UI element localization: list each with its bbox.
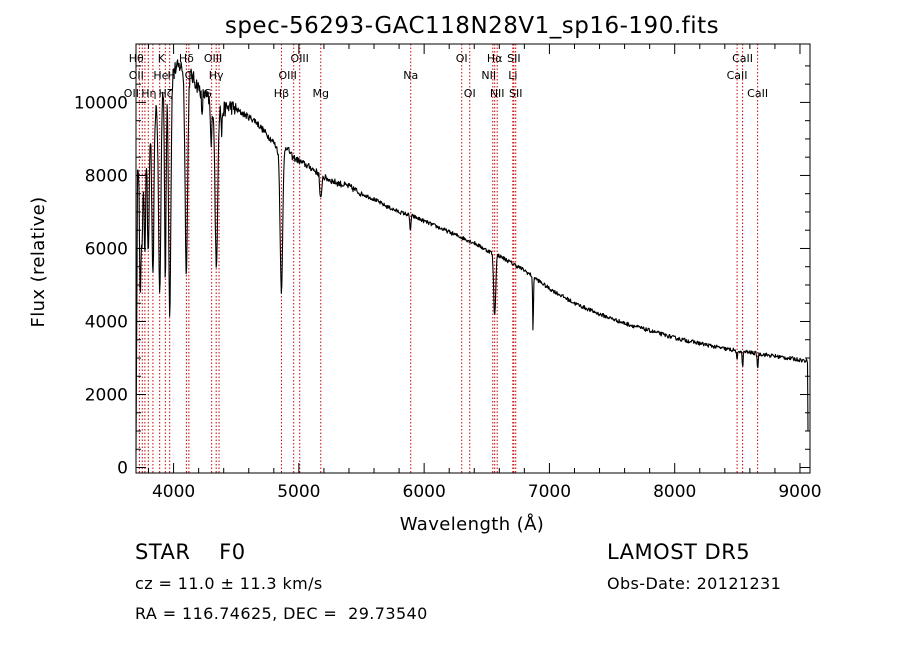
line-marker-label-15: OIII	[291, 52, 309, 65]
line-marker-label-2: Hη	[141, 87, 156, 100]
x-tick-label: 9000	[778, 482, 821, 502]
x-axis-label: Wavelength (Å)	[400, 513, 544, 535]
line-marker-label-17: Na	[403, 69, 418, 82]
x-tick-label: 8000	[653, 482, 696, 502]
line-marker-label-22: NII	[490, 87, 505, 100]
x-tick-label: 4000	[152, 482, 195, 502]
line-marker-label-7: H	[168, 69, 176, 82]
line-marker-label-28: CaII	[747, 87, 768, 100]
coordinates-label: RA = 116.74625, DEC = 29.73540	[135, 604, 428, 623]
line-marker-label-24: SII	[507, 52, 520, 65]
y-tick-label: 2000	[85, 386, 128, 406]
line-marker-label-27: CaII	[732, 52, 753, 65]
y-tick-label: 4000	[85, 312, 128, 332]
y-tick-label: 0	[117, 459, 128, 479]
line-marker-label-5: Hζ	[159, 87, 173, 100]
line-marker-label-23: Li	[508, 69, 517, 82]
line-marker-label-21: Hα	[487, 52, 503, 65]
line-marker-label-16: Mg	[313, 87, 329, 100]
line-marker-label-4: He	[153, 69, 168, 82]
line-marker-label-0: OII	[124, 87, 139, 100]
line-marker-label-12: OIII	[204, 52, 222, 65]
line-marker-label-13: Hβ	[274, 87, 289, 100]
survey-label: LAMOST DR5	[607, 540, 751, 564]
chart-title: spec-56293-GAC118N28V1_sp16-190.fits	[225, 13, 719, 39]
line-marker-label-25: SII	[509, 87, 522, 100]
line-marker-label-14: OIII	[279, 69, 297, 82]
line-marker-label-6: K	[158, 52, 166, 65]
spectrum-series-line	[135, 59, 811, 453]
line-marker-label-26: CaII	[727, 69, 748, 82]
x-tick-label: 7000	[528, 482, 571, 502]
y-axis-ticks: 0 2000 4000 6000 8000 10000	[74, 65, 810, 479]
y-axis-label: Flux (relative)	[28, 196, 49, 327]
x-axis-ticks: 4000 5000 6000 7000 8000 9000	[148, 44, 822, 502]
line-markers	[138, 44, 759, 473]
line-marker-label-19: OI	[464, 87, 476, 100]
x-tick-label: 5000	[277, 482, 320, 502]
redshift-label: cz = 11.0 ± 11.3 km/s	[135, 574, 323, 593]
object-class-label: STAR F0	[135, 540, 246, 564]
obs-date-label: Obs-Date: 20121231	[607, 574, 782, 593]
y-tick-label: 8000	[85, 166, 128, 186]
y-tick-label: 10000	[74, 93, 128, 113]
line-marker-label-9: G	[185, 69, 194, 82]
line-marker-label-18: OI	[456, 52, 468, 65]
line-marker-label-20: NII	[481, 69, 496, 82]
x-tick-label: 6000	[403, 482, 446, 502]
line-marker-label-11: Hγ	[209, 69, 224, 82]
plot-frame	[135, 43, 811, 474]
y-tick-label: 6000	[85, 239, 128, 259]
line-marker-label-8: Hδ	[179, 52, 194, 65]
